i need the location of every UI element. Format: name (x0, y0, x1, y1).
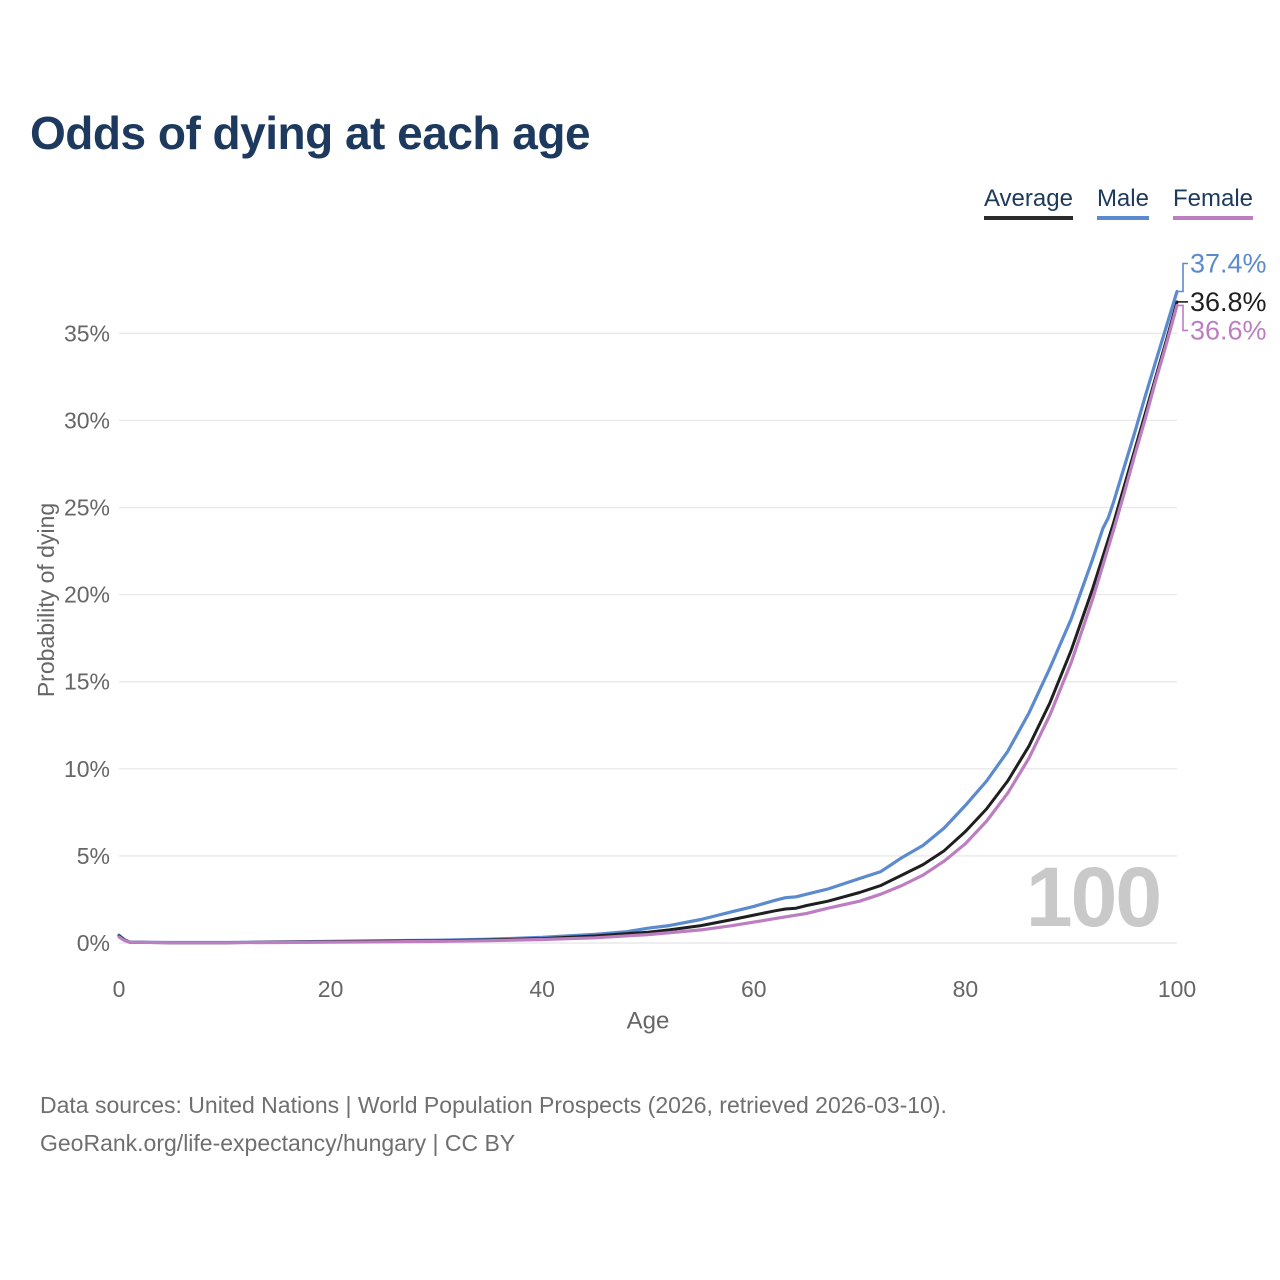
y-tick-label: 35% (64, 320, 110, 346)
y-tick-label: 0% (77, 930, 110, 956)
y-tick-label: 10% (64, 756, 110, 782)
end-label-connector-male (1178, 262, 1188, 293)
series-line-average[interactable] (117, 300, 1179, 945)
attribution-line: GeoRank.org/life-expectancy/hungary | CC… (40, 1130, 516, 1156)
y-tick-label: 5% (77, 843, 110, 869)
legend-swatch-male (1096, 216, 1149, 220)
data-source-line: Data sources: United Nations | World Pop… (40, 1092, 947, 1118)
legend-item-average[interactable]: Average (983, 185, 1073, 220)
x-tick-label: 40 (529, 976, 555, 1002)
x-axis-title: Age (627, 1008, 670, 1035)
legend-label-average: Average (983, 185, 1073, 212)
end-label-connector-female (1178, 304, 1188, 332)
legend-label-male: Male (1096, 185, 1149, 212)
end-value-label-average: 36.8% (1190, 287, 1267, 317)
legend-label-female: Female (1172, 185, 1253, 212)
x-tick-label: 60 (741, 976, 767, 1002)
legend-item-female[interactable]: Female (1172, 185, 1253, 220)
x-tick-label: 100 (1158, 976, 1196, 1002)
legend: Average Male Female (983, 185, 1253, 220)
x-tick-label: 0 (113, 976, 126, 1002)
legend-swatch-average (983, 216, 1073, 220)
y-tick-label: 15% (64, 669, 110, 695)
x-tick-label: 20 (318, 976, 344, 1002)
legend-swatch-female (1172, 216, 1253, 220)
page-title: Odds of dying at each age (30, 107, 591, 159)
x-tick-label: 80 (953, 976, 979, 1002)
age-watermark: 100 (1026, 850, 1160, 944)
y-tick-label: 20% (64, 582, 110, 608)
y-tick-label: 25% (64, 495, 110, 521)
legend-item-male[interactable]: Male (1096, 185, 1149, 220)
end-value-label-male: 37.4% (1190, 248, 1267, 278)
end-value-label-female: 36.6% (1190, 315, 1267, 345)
series-line-female[interactable] (117, 303, 1179, 945)
y-tick-label: 30% (64, 407, 110, 433)
series-line-male[interactable] (117, 289, 1179, 945)
footer: Data sources: United Nations | World Pop… (40, 1086, 947, 1162)
y-axis-title: Probability of dying (33, 503, 59, 697)
